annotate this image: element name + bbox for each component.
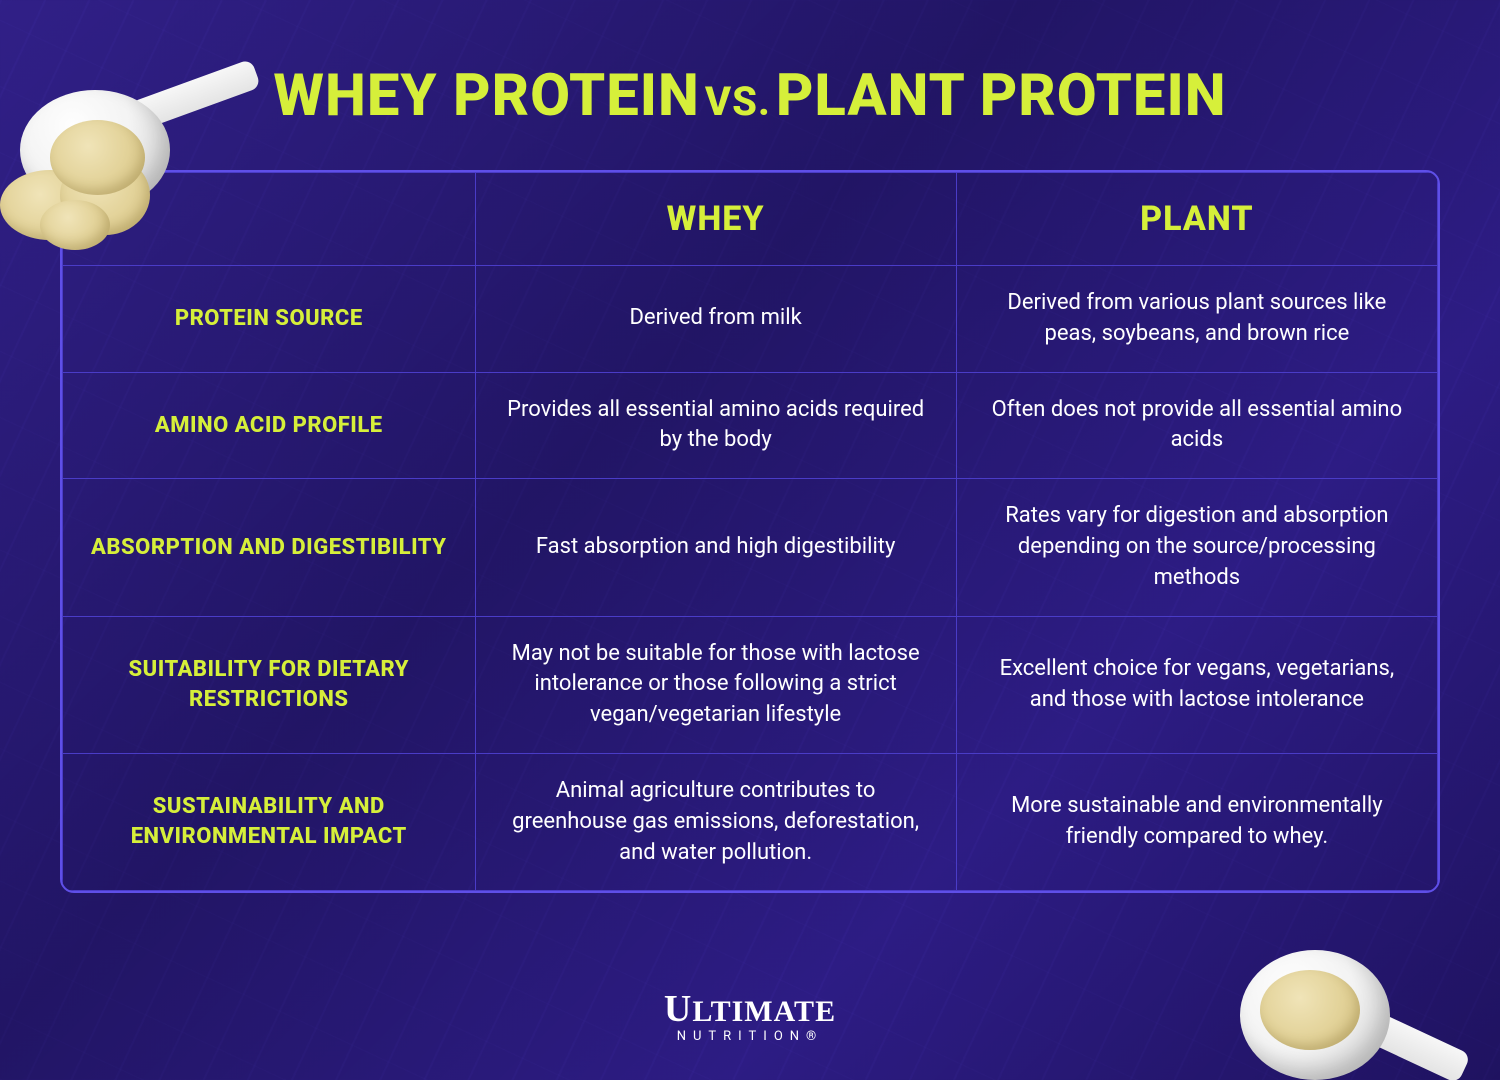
header-plant: PLANT: [956, 173, 1437, 266]
cell-plant: Rates vary for digestion and absorption …: [956, 479, 1437, 616]
comparison-table: WHEY PLANT PROTEIN SOURCE Derived from m…: [62, 172, 1438, 891]
page-title: WHEY PROTEIN VS. PLANT PROTEIN: [0, 0, 1500, 130]
row-label: AMINO ACID PROFILE: [63, 372, 476, 479]
brand-logo: ULTIMATE NUTRITION®: [664, 987, 836, 1044]
header-whey: WHEY: [475, 173, 956, 266]
table-row: PROTEIN SOURCE Derived from milk Derived…: [63, 266, 1438, 373]
row-label: ABSORPTION AND DIGESTIBILITY: [63, 479, 476, 616]
cell-whey: Animal agriculture contributes to greenh…: [475, 753, 956, 890]
cell-plant: Derived from various plant sources like …: [956, 266, 1437, 373]
table-row: SUITABILITY FOR DIETARY RESTRICTIONS May…: [63, 616, 1438, 753]
cell-plant: Excellent choice for vegans, vegetarians…: [956, 616, 1437, 753]
row-label: SUITABILITY FOR DIETARY RESTRICTIONS: [63, 616, 476, 753]
table-row: AMINO ACID PROFILE Provides all essentia…: [63, 372, 1438, 479]
title-vs: VS.: [705, 78, 771, 125]
cell-plant: More sustainable and environmentally fri…: [956, 753, 1437, 890]
brand-line2: NUTRITION®: [664, 1029, 836, 1044]
cell-whey: Provides all essential amino acids requi…: [475, 372, 956, 479]
cell-plant: Often does not provide all essential ami…: [956, 372, 1437, 479]
comparison-table-wrap: WHEY PLANT PROTEIN SOURCE Derived from m…: [60, 170, 1440, 893]
title-right: PLANT PROTEIN: [776, 62, 1227, 130]
table-row: ABSORPTION AND DIGESTIBILITY Fast absorp…: [63, 479, 1438, 616]
brand-cap: U: [664, 988, 692, 1030]
cell-whey: May not be suitable for those with lacto…: [475, 616, 956, 753]
cell-whey: Derived from milk: [475, 266, 956, 373]
brand-line1: ULTIMATE: [664, 987, 836, 1031]
title-left: WHEY PROTEIN: [273, 62, 699, 130]
table-header-row: WHEY PLANT: [63, 173, 1438, 266]
header-blank: [63, 173, 476, 266]
cell-whey: Fast absorption and high digestibility: [475, 479, 956, 616]
row-label: SUSTAINABILITY AND ENVIRONMENTAL IMPACT: [63, 753, 476, 890]
row-label: PROTEIN SOURCE: [63, 266, 476, 373]
protein-scoop-bottom-right: [1230, 890, 1460, 1080]
brand-rest: LTIMATE: [692, 995, 836, 1028]
table-row: SUSTAINABILITY AND ENVIRONMENTAL IMPACT …: [63, 753, 1438, 890]
